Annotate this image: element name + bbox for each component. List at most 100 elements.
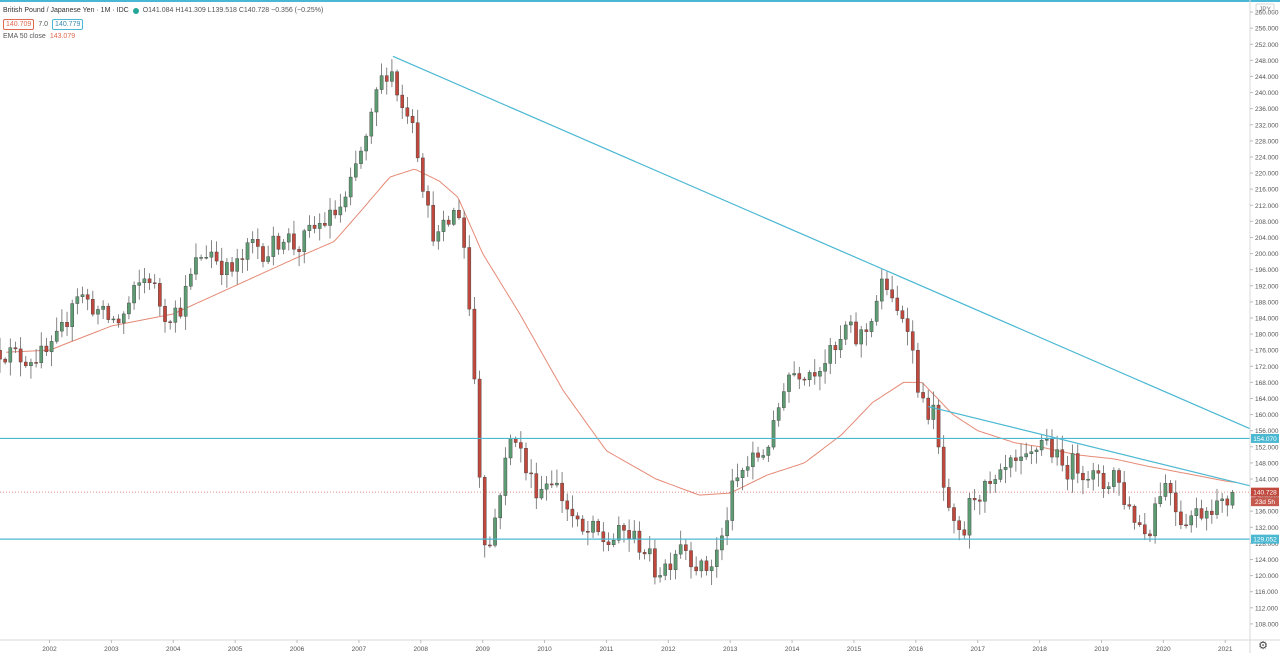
candle-up xyxy=(1220,498,1224,502)
candle-up xyxy=(173,307,178,323)
candle-down xyxy=(426,191,430,206)
candle-up xyxy=(359,150,363,164)
candle-down xyxy=(689,550,693,568)
price-tick-label: 212.000 xyxy=(1255,203,1279,210)
candle-up xyxy=(869,321,874,332)
candle-up xyxy=(209,251,214,258)
candle-up xyxy=(931,404,936,420)
candle-up xyxy=(189,273,193,287)
candle-up xyxy=(792,373,796,376)
candle-up xyxy=(632,530,637,539)
candle-up xyxy=(271,235,276,257)
candle-down xyxy=(560,482,564,502)
candle-up xyxy=(364,135,368,152)
candle-down xyxy=(421,157,425,192)
candle-up xyxy=(1091,470,1096,480)
candle-down xyxy=(570,508,575,517)
candle-down xyxy=(1060,449,1065,466)
price-tick-label: 196.000 xyxy=(1255,267,1279,274)
price-tick-label: 144.000 xyxy=(1255,476,1279,483)
candle-down xyxy=(627,530,631,539)
candle-down xyxy=(85,294,90,300)
trendline xyxy=(392,55,1251,430)
time-tick-label: 2014 xyxy=(785,646,800,653)
candle-down xyxy=(163,306,167,322)
candle-down xyxy=(34,362,38,364)
candle-down xyxy=(756,452,760,458)
price-tick-label: 176.000 xyxy=(1255,348,1279,355)
candle-down xyxy=(905,318,910,332)
candle-down xyxy=(168,321,172,323)
candle-down xyxy=(575,515,580,520)
countdown-label-bg xyxy=(1251,497,1279,507)
candle-down xyxy=(384,75,389,82)
time-tick-label: 2019 xyxy=(1094,646,1109,653)
candle-down xyxy=(833,345,838,351)
candle-up xyxy=(849,321,853,326)
candle-down xyxy=(1117,470,1121,483)
time-axis[interactable]: 2002 2003 2004 2005 2006 2007 2008 2009 2010 2011… xyxy=(0,639,1280,653)
gear-icon[interactable]: ⚙ xyxy=(1258,640,1268,652)
candle-down xyxy=(926,397,931,420)
candle-up xyxy=(859,329,863,345)
candle-up xyxy=(1019,456,1023,461)
time-tick-label: 2020 xyxy=(1156,646,1171,653)
candle-up xyxy=(843,324,848,340)
candle-down xyxy=(513,438,518,443)
candle-down xyxy=(431,205,435,242)
candle-up xyxy=(647,548,652,555)
horizontal-line-label: 129.052 xyxy=(1253,537,1277,544)
candle-up xyxy=(1215,500,1219,515)
candle-up xyxy=(745,466,750,471)
candle-down xyxy=(910,331,915,351)
candle-up xyxy=(544,483,549,490)
candle-down xyxy=(952,507,956,521)
ask-box[interactable]: 140.779 xyxy=(52,19,84,30)
candle-down xyxy=(601,531,606,543)
currency-label: JPY xyxy=(1259,6,1272,13)
price-tick-label: 152.000 xyxy=(1255,444,1279,451)
candle-up xyxy=(101,305,105,310)
candle-down xyxy=(152,282,157,284)
candle-up xyxy=(874,300,879,322)
candle-down xyxy=(297,249,301,252)
candle-up xyxy=(39,345,44,364)
candle-up xyxy=(451,210,456,225)
candle-down xyxy=(65,322,69,327)
price-tick-label: 156.000 xyxy=(1255,428,1279,435)
candle-down xyxy=(642,552,647,555)
candle-up xyxy=(720,535,724,551)
candle-up xyxy=(374,89,379,113)
price-tick-label: 124.000 xyxy=(1255,557,1279,564)
candle-down xyxy=(1199,508,1204,519)
candle-up xyxy=(307,224,312,231)
candle-up xyxy=(1045,439,1049,441)
candle-down xyxy=(1127,504,1132,507)
candle-up xyxy=(266,256,270,262)
candle-up xyxy=(782,391,786,408)
candle-down xyxy=(1065,464,1070,480)
candle-down xyxy=(446,219,451,225)
candle-up xyxy=(998,469,1003,480)
bid-box[interactable]: 140.709 xyxy=(3,19,35,30)
candle-up xyxy=(880,278,884,302)
candle-down xyxy=(977,499,982,502)
candle-up xyxy=(441,219,446,232)
candle-up xyxy=(75,296,80,304)
price-axis[interactable]: 108.000 112.000 116.000 120.000 124.000 128.0… xyxy=(1249,0,1279,653)
price-tick-label: 180.000 xyxy=(1255,332,1279,339)
candle-down xyxy=(864,329,869,332)
candle-down xyxy=(467,247,472,310)
candle-up xyxy=(1106,486,1111,489)
price-tick-label: 132.000 xyxy=(1255,525,1279,532)
candle-up xyxy=(1070,453,1075,480)
candle-down xyxy=(1143,524,1147,535)
candle-down xyxy=(240,258,245,260)
ema-label[interactable]: EMA 50 close xyxy=(3,33,46,40)
candle-down xyxy=(261,246,265,262)
market-status-dot xyxy=(132,7,139,14)
symbol-title[interactable]: British Pound / Japanese Yen · 1M · IDC xyxy=(3,7,129,14)
candle-up xyxy=(503,457,508,496)
candle-down xyxy=(797,373,802,380)
